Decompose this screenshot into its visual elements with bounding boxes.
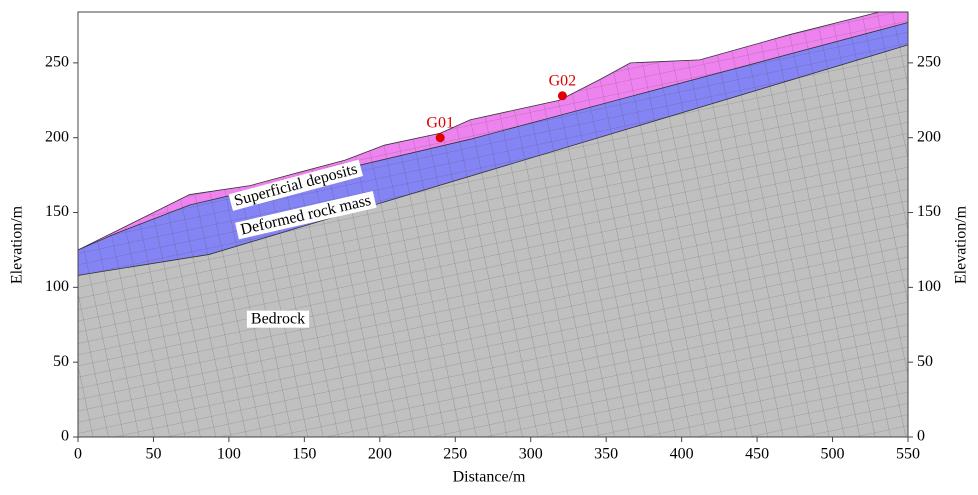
y2-tick-label: 0 <box>917 428 925 445</box>
chart: Distance/m Elevation/m Elevation/m Super… <box>0 0 978 490</box>
y-tick-label: 250 <box>45 54 69 71</box>
x-tick-label: 200 <box>368 446 392 463</box>
x-tick-label: 100 <box>217 446 241 463</box>
y-tick-label: 0 <box>61 428 69 445</box>
monitor-point <box>436 133 445 142</box>
y2-tick-label: 100 <box>917 278 941 295</box>
y-tick-label: 50 <box>53 353 69 370</box>
x-tick-label: 300 <box>519 446 543 463</box>
x-axis-label: Distance/m <box>453 469 526 486</box>
x-tick-label: 400 <box>670 446 694 463</box>
x-tick-label: 50 <box>145 446 161 463</box>
x-tick-label: 0 <box>74 446 82 463</box>
y-axis-label: Elevation/m <box>9 205 26 284</box>
y2-tick-label: 50 <box>917 353 933 370</box>
layer-label-text: Bedrock <box>251 311 305 328</box>
layer-label: Bedrock <box>247 311 309 328</box>
x-tick-label: 150 <box>292 446 316 463</box>
x-tick-label: 350 <box>594 446 618 463</box>
x-tick-label: 550 <box>896 446 920 463</box>
y2-axis-label: Elevation/m <box>953 205 970 284</box>
y-tick-label: 200 <box>45 128 69 145</box>
y-tick-label: 150 <box>45 203 69 220</box>
y2-tick-label: 150 <box>917 203 941 220</box>
y2-tick-label: 200 <box>917 128 941 145</box>
monitor-point <box>558 91 567 100</box>
y-tick-label: 100 <box>45 278 69 295</box>
y2-tick-label: 250 <box>917 54 941 71</box>
x-tick-label: 500 <box>821 446 845 463</box>
x-tick-label: 250 <box>443 446 467 463</box>
point-label: G02 <box>549 72 577 89</box>
x-tick-label: 450 <box>745 446 769 463</box>
point-label: G01 <box>426 114 454 131</box>
